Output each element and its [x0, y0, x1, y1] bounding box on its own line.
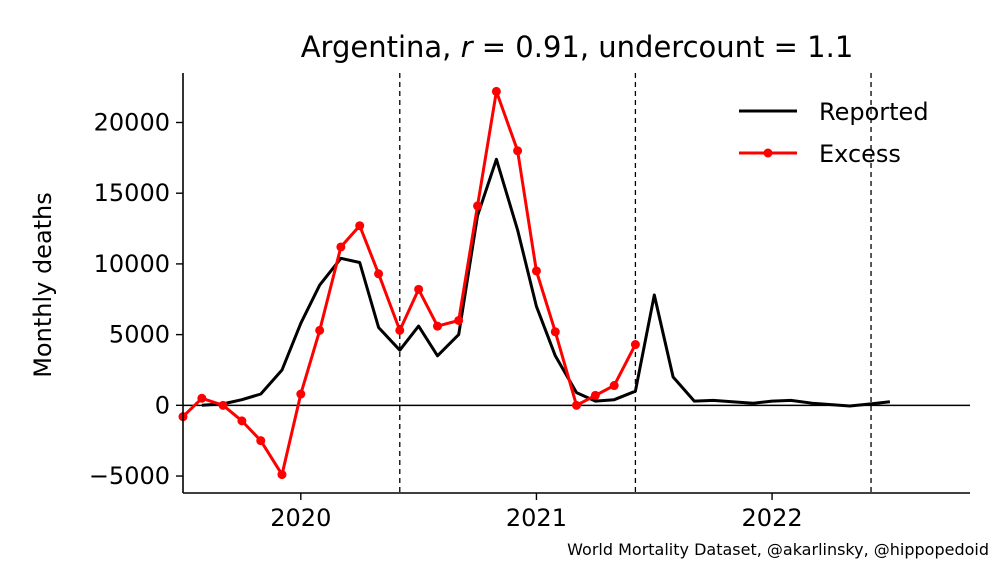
series-line-excess: [181, 89, 637, 477]
point-excess-4: [256, 436, 266, 446]
axes: [182, 73, 970, 494]
point-excess-15: [473, 201, 483, 211]
x-tick-label: 2022: [742, 504, 803, 532]
point-excess-6: [296, 389, 306, 399]
point-excess-9: [355, 221, 365, 231]
chart-title: Argentina, r = 0.91, undercount = 1.1: [301, 30, 854, 64]
title-undercount-value: = 1.1: [774, 30, 854, 64]
reference-lines: [183, 73, 970, 493]
title-r-value: = 0.91,: [482, 30, 589, 64]
point-excess-8: [336, 242, 346, 252]
point-excess-1: [197, 393, 207, 403]
title-r-symbol: r: [461, 30, 475, 64]
x-ticks: 2020 2021 2022: [270, 493, 803, 532]
point-excess-2: [218, 400, 228, 410]
point-excess-13: [432, 321, 442, 331]
y-tick-label: 15000: [94, 179, 170, 207]
y-tick-label: 5000: [109, 321, 170, 349]
point-excess-22: [609, 381, 619, 391]
point-excess-20: [572, 400, 581, 410]
series-layer: [178, 86, 891, 480]
legend: Reported Excess: [739, 98, 929, 168]
point-excess-21: [590, 390, 600, 400]
point-excess-10: [374, 269, 384, 279]
point-excess-5: [277, 470, 287, 480]
point-excess-19: [550, 327, 560, 337]
series-line-reported: [201, 157, 891, 408]
point-excess-14: [454, 315, 464, 325]
y-tick-label: 20000: [94, 108, 170, 136]
point-excess-18: [531, 266, 541, 276]
point-excess-23: [630, 340, 640, 350]
y-axis-label: Monthly deaths: [29, 192, 57, 378]
point-excess-16: [491, 86, 501, 96]
y-tick-label: 0: [155, 391, 170, 419]
point-excess-7: [315, 325, 325, 335]
legend-excess-marker: [763, 148, 773, 158]
x-tick-label: 2020: [270, 504, 331, 532]
title-undercount-label: undercount: [598, 30, 764, 64]
legend-reported-label: Reported: [819, 98, 929, 126]
point-excess-11: [395, 325, 405, 335]
point-excess-12: [414, 284, 424, 294]
legend-excess-label: Excess: [819, 140, 901, 168]
point-excess-17: [513, 146, 523, 156]
x-tick-label: 2021: [506, 504, 567, 532]
credit-annotation: World Mortality Dataset, @akarlinsky, @h…: [567, 540, 989, 559]
y-tick-label: 10000: [94, 250, 170, 278]
y-tick-label: −5000: [89, 462, 170, 490]
y-ticks: −5000 0 5000 10000 15000 20000: [89, 108, 183, 490]
title-country: Argentina,: [301, 30, 452, 64]
point-excess-3: [237, 416, 247, 426]
